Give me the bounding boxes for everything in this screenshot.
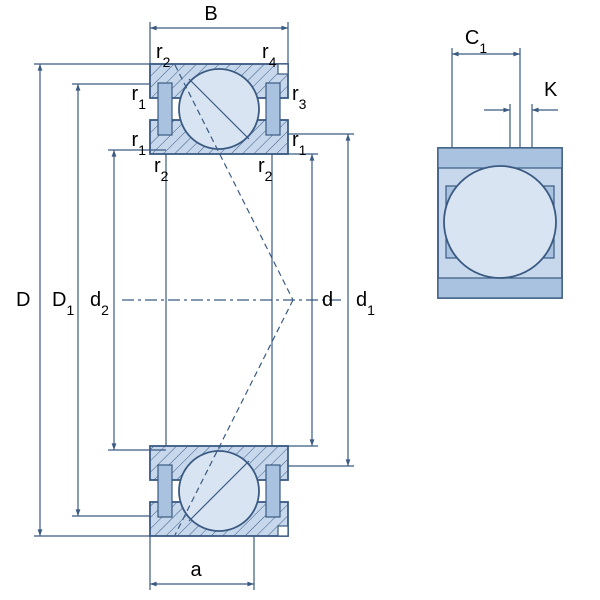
label-B: B — [204, 3, 217, 25]
label-d2: d2 — [90, 289, 109, 318]
left-cross-section — [122, 64, 344, 536]
label-d: d — [322, 289, 333, 311]
label-d1: d1 — [356, 289, 375, 318]
label-C1: C1 — [465, 27, 487, 56]
label-r3-TR: r3 — [292, 83, 307, 112]
label-D1: D1 — [52, 289, 74, 318]
label-K: K — [544, 79, 558, 101]
bearing-diagram: BaDD1d2dd1r1r2r4r3r1r2r1r2C1K — [0, 0, 600, 600]
label-r2-MR: r2 — [258, 155, 273, 184]
right-detail — [438, 148, 562, 298]
label-r1-TL: r1 — [132, 83, 147, 112]
label-r1-ML: r1 — [132, 129, 147, 158]
label-a: a — [190, 559, 202, 581]
label-D: D — [16, 289, 30, 311]
